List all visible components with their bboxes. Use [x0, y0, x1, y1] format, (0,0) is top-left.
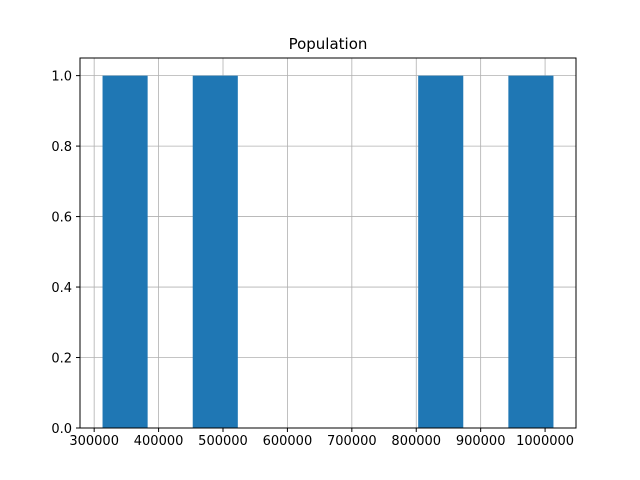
axes: [76, 57, 577, 432]
chart-title: Population: [289, 35, 368, 53]
histogram-bars: [102, 75, 554, 428]
x-tick-label: 900000: [456, 434, 506, 449]
axes-frame: [79, 57, 577, 429]
x-tick-label: 700000: [327, 434, 377, 449]
y-tick-label: 0.0: [51, 422, 72, 437]
y-tick-label: 0.2: [51, 352, 72, 367]
x-tick-label: 400000: [134, 434, 184, 449]
x-tick-label: 800000: [391, 434, 441, 449]
histogram-bar-7: [418, 75, 464, 428]
x-tick-label: 500000: [198, 434, 248, 449]
histogram-bar-2: [192, 75, 238, 428]
y-tick-label: 0.8: [51, 140, 72, 155]
x-tick-label: 300000: [69, 434, 119, 449]
histogram-bar-0: [102, 75, 148, 428]
y-tick-label: 0.6: [51, 211, 72, 226]
x-tick-label: 600000: [263, 434, 313, 449]
x-tick-label: 1000000: [516, 434, 574, 449]
histogram-bar-9: [508, 75, 554, 428]
tick-labels: 300000 400000 500000 600000 700000 800000 9000…: [51, 70, 574, 449]
y-tick-label: 1.0: [51, 70, 72, 85]
y-tick-label: 0.4: [51, 281, 72, 296]
